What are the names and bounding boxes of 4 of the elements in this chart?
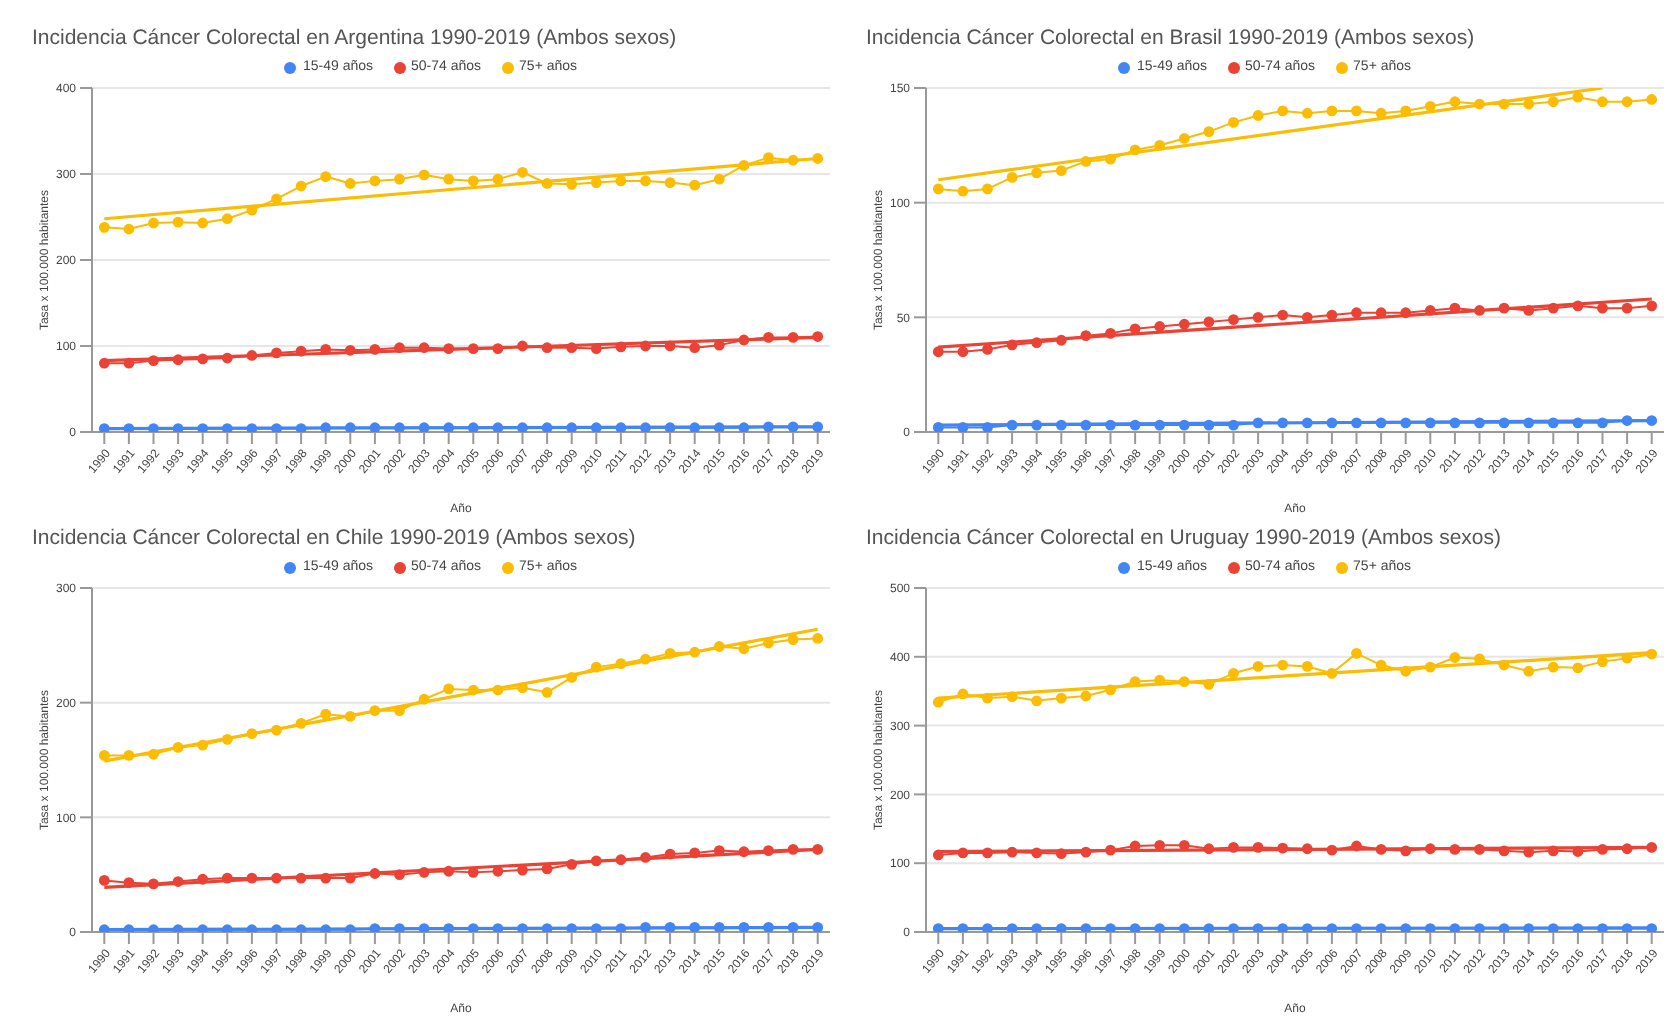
chart-title: Incidencia Cáncer Colorectal en Uruguay 1990-2019 (Ambos sexos) bbox=[864, 524, 1504, 554]
chart-title: Incidencia Cáncer Colorectal en Brasil 1990-2019 (Ambos sexos) bbox=[864, 24, 1477, 54]
chart-title: Incidencia Cáncer Colorectal en Argentina 1990-2019 (Ambos sexos) bbox=[30, 24, 679, 54]
chart-title: Incidencia Cáncer Colorectal en Chile 1990-2019 (Ambos sexos) bbox=[30, 524, 638, 554]
